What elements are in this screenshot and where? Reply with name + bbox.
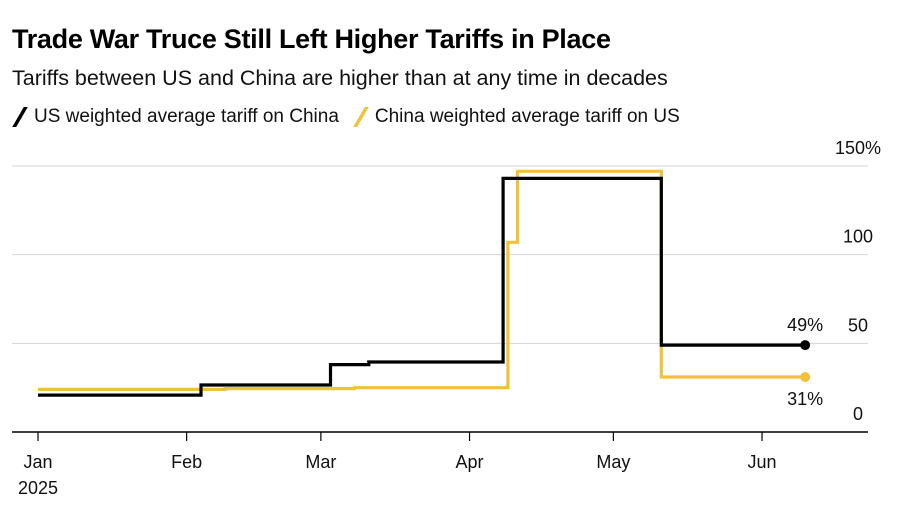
x-tick-sublabel-0: 2025 bbox=[18, 478, 58, 498]
chart-subtitle: Tariffs between US and China are higher … bbox=[12, 66, 668, 90]
y-tick-label-0: 150% bbox=[835, 138, 881, 158]
series-line-1 bbox=[38, 169, 806, 391]
legend-label-china: China weighted average tariff on US bbox=[374, 106, 680, 127]
series-end-dot-1 bbox=[800, 372, 811, 383]
legend-item-us: US weighted average tariff on China bbox=[12, 106, 339, 128]
chart-title: Trade War Truce Still Left Higher Tariff… bbox=[12, 24, 611, 54]
legend: US weighted average tariff on China Chin… bbox=[12, 106, 694, 128]
legend-label-us: US weighted average tariff on China bbox=[34, 106, 339, 127]
x-tick-label-3: Apr bbox=[456, 452, 484, 472]
y-tick-label-3: 0 bbox=[853, 404, 863, 424]
x-tick-label-5: Jun bbox=[748, 452, 777, 472]
y-tick-label-2: 50 bbox=[848, 315, 868, 335]
series-line-0 bbox=[38, 176, 806, 397]
x-tick-label-0: Jan bbox=[23, 452, 52, 472]
x-tick-label-4: May bbox=[596, 452, 630, 472]
end-label-china: 31% bbox=[787, 389, 823, 409]
x-tick-label-2: Mar bbox=[305, 452, 336, 472]
x-tick-label-1: Feb bbox=[171, 452, 202, 472]
end-label-us: 49% bbox=[787, 315, 823, 335]
series-end-dot-0 bbox=[800, 340, 811, 351]
legend-item-china: China weighted average tariff on US bbox=[353, 106, 680, 128]
y-tick-label-1: 100 bbox=[843, 227, 873, 247]
